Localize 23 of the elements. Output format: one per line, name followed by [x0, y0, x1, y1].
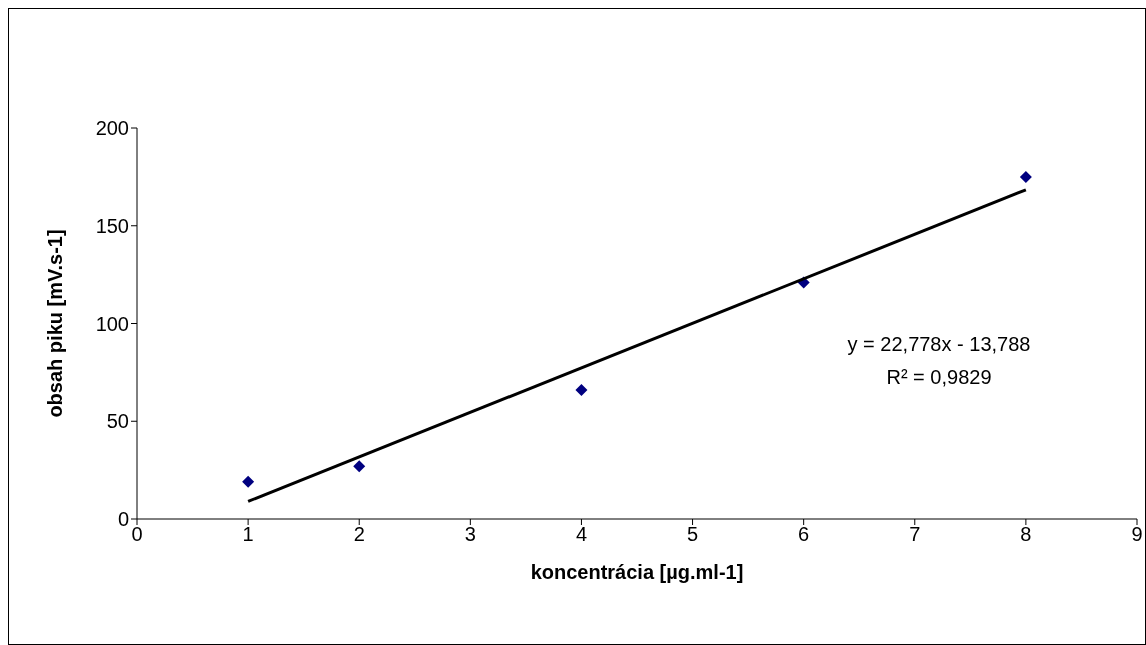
y-tick-label: 50 — [106, 410, 129, 433]
point — [575, 383, 588, 396]
point — [242, 475, 255, 488]
x-tick-label: 2 — [353, 523, 365, 546]
x-tick-label: 3 — [464, 523, 476, 546]
x-tick-label: 6 — [798, 523, 810, 546]
x-tick-label: 1 — [242, 523, 254, 546]
point — [353, 460, 366, 473]
y-tick-label: 200 — [95, 117, 129, 140]
point — [1019, 170, 1032, 183]
x-tick-label: 8 — [1020, 523, 1032, 546]
y-axis-title: obsah piku [mV.s-1] — [44, 229, 67, 418]
x-tick-label: 9 — [1131, 523, 1143, 546]
x-tick-label: 0 — [131, 523, 143, 546]
x-tick-label: 4 — [575, 523, 588, 546]
y-tick-label: 150 — [95, 214, 129, 237]
annotation: y = 22,778x - 13,788 — [847, 333, 1031, 355]
y-tick-label: 100 — [95, 312, 129, 335]
x-axis-title: koncentrácia [µg.ml-1] — [530, 561, 744, 583]
x-tick-label: 5 — [686, 523, 699, 546]
y-tick-label: 0 — [117, 508, 129, 531]
x-tick-label: 7 — [909, 523, 921, 546]
annotation: R² = 0,9829 — [886, 366, 992, 388]
